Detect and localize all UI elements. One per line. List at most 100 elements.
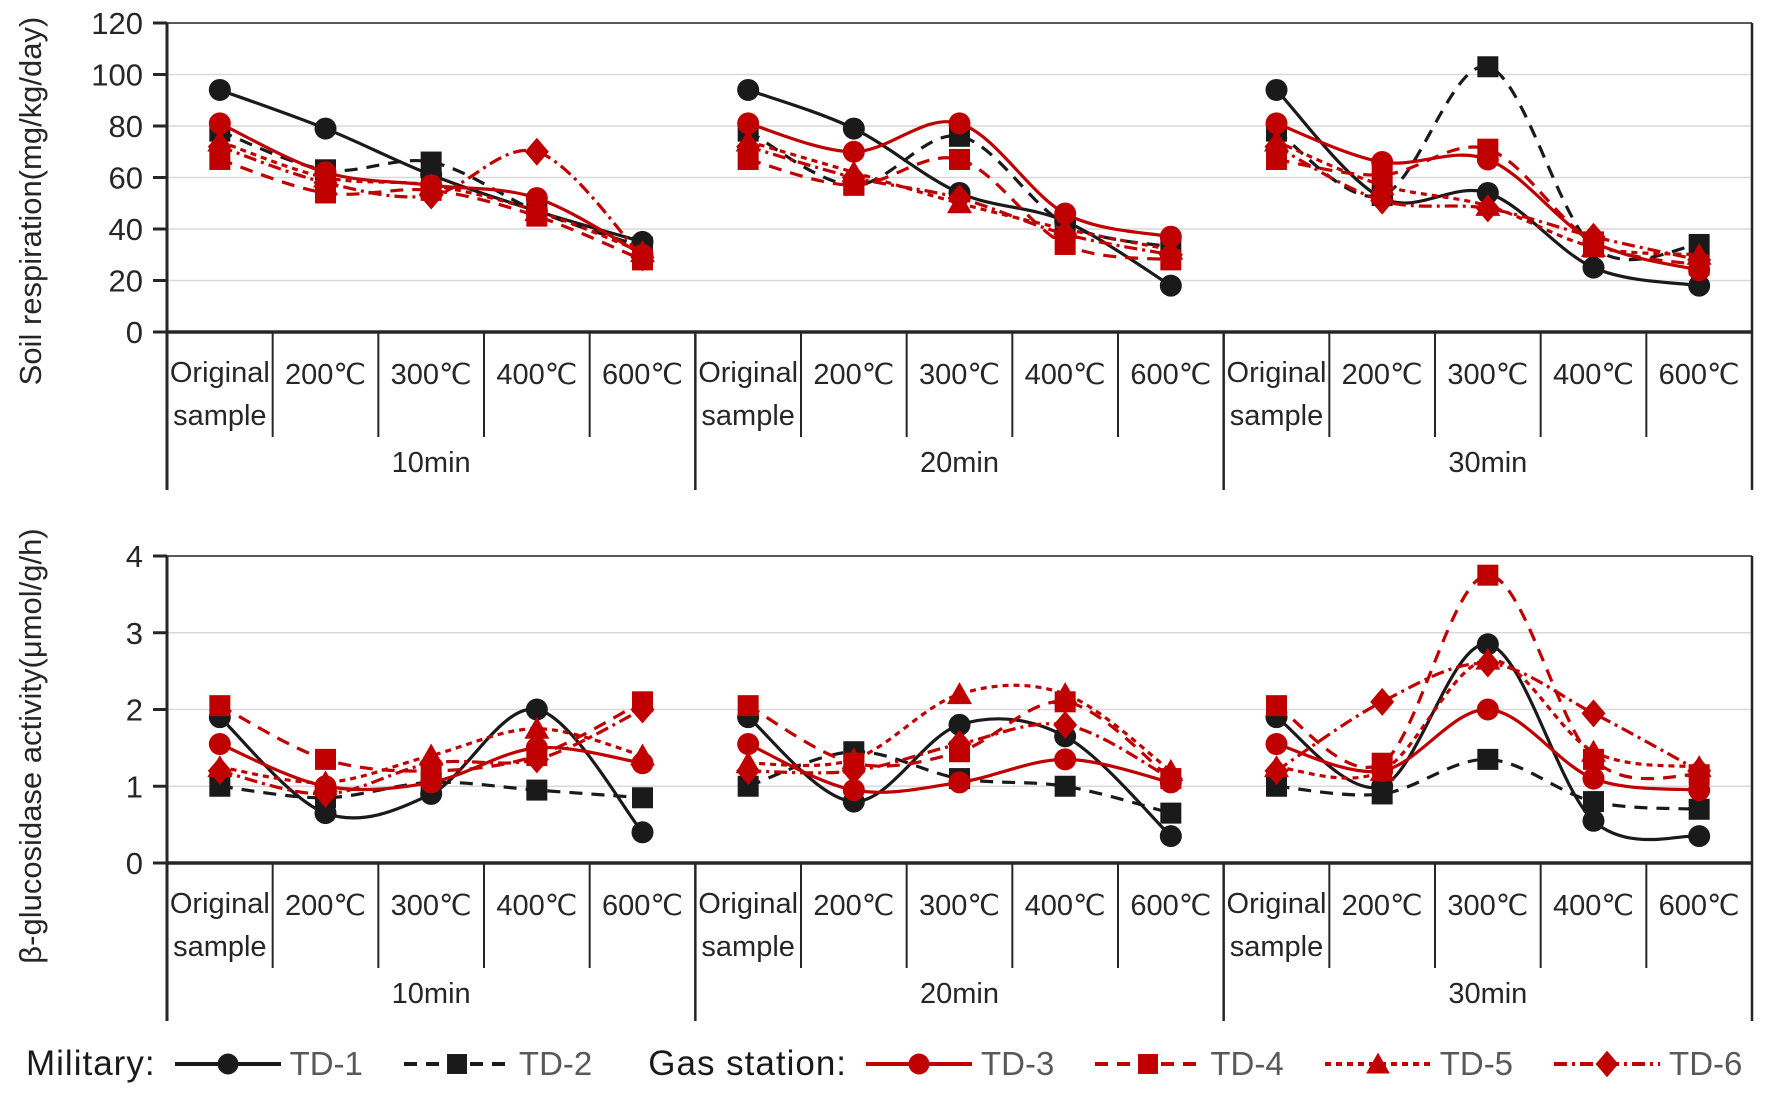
category-label: 300℃ — [1447, 890, 1528, 922]
series-TD-6 — [207, 132, 1712, 274]
legend-item-td-6: TD-6 — [1551, 1042, 1742, 1086]
category-label: Original — [698, 888, 798, 920]
td-1-line-swatch-icon — [174, 1053, 281, 1075]
TD-4-marker — [1477, 138, 1499, 160]
TD-3-marker — [842, 140, 865, 163]
TD-6-marker — [1370, 687, 1395, 716]
TD-6-marker — [1475, 194, 1500, 223]
series-line — [219, 139, 644, 254]
legend-series-label: TD-1 — [289, 1045, 363, 1082]
category-label: 600℃ — [602, 890, 683, 922]
TD-6-marker — [1053, 220, 1078, 249]
TD-2-marker — [1477, 748, 1499, 770]
TD-1-marker — [1688, 825, 1711, 848]
TD-5-marker — [1052, 682, 1078, 705]
series-line — [1276, 757, 1700, 811]
TD-3-marker — [208, 733, 231, 756]
series-line — [1276, 658, 1700, 780]
TD-5-marker — [1369, 173, 1395, 196]
TD-5-marker — [1581, 739, 1606, 762]
y-tick-label: 120 — [91, 6, 143, 41]
category-label: 200℃ — [813, 359, 894, 391]
TD-6-marker — [1370, 186, 1395, 215]
chart-legend: Military: TD-1 TD-2 Gas station: TD-3 TD-4 TD-… — [0, 1032, 1782, 1096]
TD-6-marker — [947, 184, 972, 213]
TD-1-marker — [631, 821, 654, 844]
TD-6-marker — [630, 243, 655, 272]
TD-6-marker — [630, 695, 655, 724]
TD-4-marker — [949, 148, 970, 170]
y-tick-label: 0 — [126, 315, 143, 350]
TD-2-marker — [1160, 802, 1182, 824]
TD-6-marker — [947, 730, 972, 759]
td-2-line-swatch-icon — [403, 1054, 510, 1074]
TD-1-marker — [1582, 809, 1605, 832]
legend-item-td-1: TD-1 — [172, 1042, 363, 1086]
TD-1-marker — [1688, 274, 1711, 297]
TD-4-marker — [737, 695, 759, 717]
TD-2-marker — [1583, 791, 1604, 813]
TD-3-marker — [525, 187, 548, 210]
TD-6-marker — [419, 181, 444, 210]
TD-5-marker — [524, 716, 550, 739]
category-label: 600℃ — [1659, 890, 1740, 922]
TD-6-marker — [1475, 649, 1500, 678]
y-axis-ticks: 0 1 2 3 4 — [126, 539, 167, 881]
category-label: 300℃ — [919, 890, 1000, 922]
TD-3-marker — [1054, 748, 1077, 771]
TD-4-marker — [315, 748, 336, 770]
category-label: 400℃ — [496, 890, 577, 922]
series-line — [1275, 573, 1700, 781]
category-label: sample — [701, 400, 795, 432]
TD-3-marker — [1582, 767, 1605, 790]
TD-2-marker — [737, 775, 759, 797]
category-label: Original — [170, 888, 270, 920]
group-label: 20min — [920, 978, 999, 1010]
y-tick-label: 40 — [109, 212, 143, 247]
category-label: 600℃ — [1659, 359, 1740, 391]
legend-item-td-2: TD-2 — [401, 1042, 592, 1086]
TD-5-marker — [1369, 758, 1395, 781]
series-TD-3 — [208, 698, 1711, 802]
legend-item-td-4: TD-4 — [1092, 1042, 1284, 1086]
TD-3-marker — [1265, 733, 1288, 756]
category-label: 200℃ — [285, 359, 366, 391]
category-label: 300℃ — [919, 359, 1000, 391]
legend-series-label: TD-5 — [1439, 1045, 1514, 1082]
series-line — [747, 156, 1172, 262]
legend-series-label: TD-3 — [981, 1045, 1055, 1082]
TD-3-marker — [948, 771, 971, 794]
TD-6-marker — [524, 137, 549, 166]
TD-6-marker — [841, 756, 866, 785]
TD-1-marker — [948, 713, 971, 736]
TD-1-marker — [525, 698, 548, 721]
td-4-line-swatch-icon — [1095, 1054, 1202, 1074]
TD-6-marker — [1158, 240, 1183, 269]
TD-6-marker — [313, 168, 338, 197]
legend-item-td-3: TD-3 — [863, 1042, 1054, 1086]
TD-4-marker — [209, 695, 231, 717]
TD-2-marker — [1477, 56, 1499, 78]
category-label: 400℃ — [496, 359, 577, 391]
series-line — [219, 780, 643, 800]
y-tick-label: 0 — [126, 846, 143, 881]
TD-1-marker — [314, 117, 337, 140]
td-3-line-swatch-icon — [866, 1053, 973, 1075]
TD-2-marker — [632, 787, 653, 809]
TD-6-marker — [207, 132, 232, 161]
legend-series-label: TD-2 — [518, 1045, 593, 1082]
TD-1-marker — [1265, 78, 1288, 101]
TD-6-marker — [313, 779, 338, 808]
series-line — [219, 157, 644, 262]
TD-6-marker — [524, 745, 549, 774]
category-label: sample — [1230, 931, 1324, 963]
category-label: Original — [170, 357, 270, 389]
TD-6-marker — [1581, 699, 1606, 728]
TD-6-marker — [1264, 756, 1289, 785]
category-dividers — [271, 863, 1648, 1021]
legend-group-label: Military: — [26, 1044, 156, 1083]
group-label: 30min — [1448, 978, 1527, 1010]
category-label: Original — [698, 357, 798, 389]
